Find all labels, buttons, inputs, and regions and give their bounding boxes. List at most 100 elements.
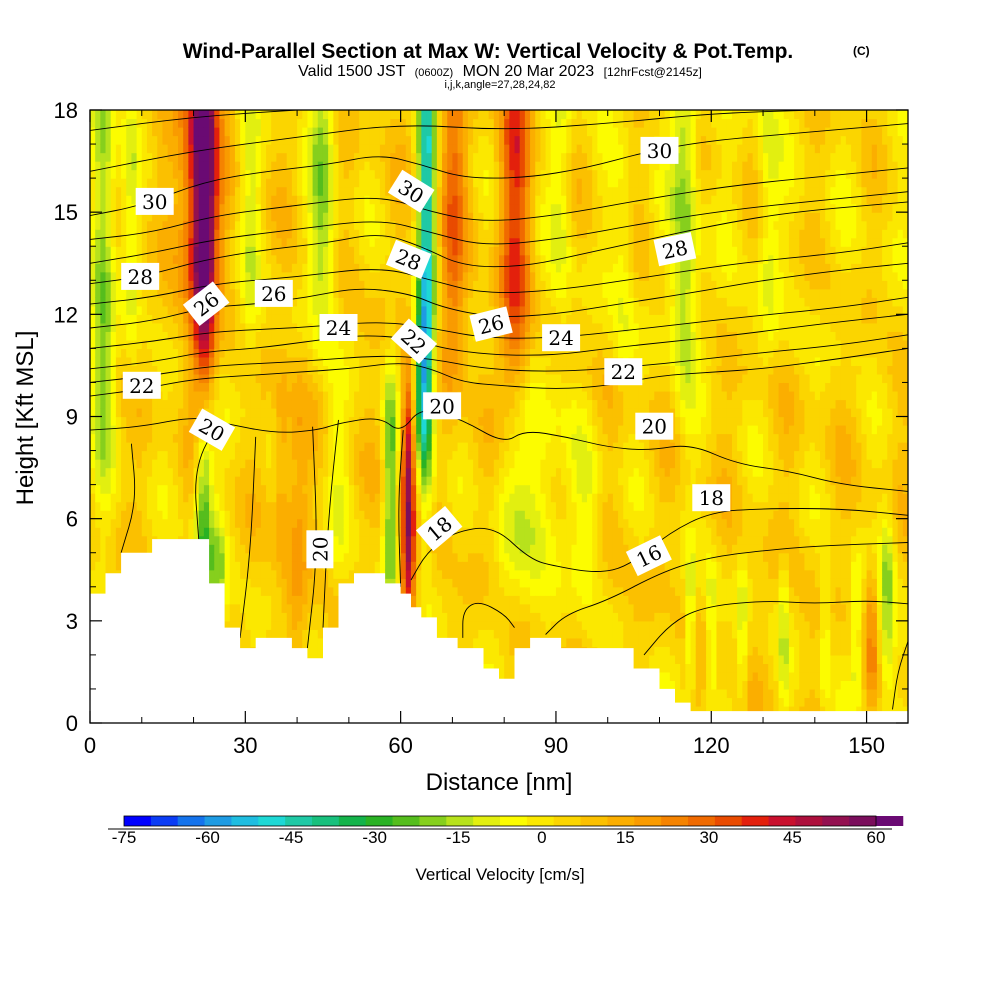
vertical-velocity-cell xyxy=(240,501,246,511)
vertical-velocity-cell xyxy=(348,135,355,145)
vertical-velocity-cell xyxy=(322,450,329,460)
vertical-velocity-cell xyxy=(209,161,215,171)
vertical-velocity-cell xyxy=(255,407,262,418)
vertical-velocity-cell xyxy=(436,603,443,613)
vertical-velocity-cell xyxy=(245,246,252,256)
vertical-velocity-cell xyxy=(234,110,241,120)
vertical-velocity-cell xyxy=(379,493,386,503)
vertical-velocity-cell xyxy=(198,118,205,128)
vertical-velocity-cell xyxy=(136,442,143,452)
vertical-velocity-cell xyxy=(354,425,360,435)
vertical-velocity-cell xyxy=(115,322,122,332)
vertical-velocity-cell xyxy=(219,476,226,486)
vertical-velocity-cell xyxy=(167,263,174,273)
vertical-velocity-cell xyxy=(379,288,386,298)
vertical-velocity-cell xyxy=(302,569,309,579)
vertical-velocity-cell xyxy=(390,356,397,367)
vertical-velocity-cell xyxy=(385,442,391,452)
vertical-velocity-cell xyxy=(250,578,257,588)
vertical-velocity-cell xyxy=(95,416,101,426)
vertical-velocity-cell xyxy=(312,382,319,392)
vertical-velocity-cell xyxy=(281,586,288,596)
vertical-velocity-cell xyxy=(379,442,386,452)
vertical-velocity-cell xyxy=(410,561,417,571)
vertical-velocity-cell xyxy=(317,144,324,154)
vertical-velocity-cell xyxy=(343,356,350,367)
vertical-velocity-cell xyxy=(291,365,298,375)
vertical-velocity-cell xyxy=(271,195,277,205)
vertical-velocity-cell xyxy=(379,510,386,520)
vertical-velocity-cell xyxy=(348,212,355,222)
vertical-velocity-cell xyxy=(141,459,148,469)
vertical-velocity-cell xyxy=(364,390,371,401)
vertical-velocity-cell xyxy=(115,442,122,452)
vertical-velocity-cell xyxy=(229,203,236,213)
vertical-velocity-cell xyxy=(240,603,246,613)
vertical-velocity-cell xyxy=(255,484,262,494)
vertical-velocity-cell xyxy=(359,254,365,264)
vertical-velocity-cell xyxy=(141,493,148,503)
vertical-velocity-cell xyxy=(188,476,195,486)
vertical-velocity-cell xyxy=(229,390,236,401)
vertical-velocity-cell xyxy=(297,416,303,426)
vertical-velocity-cell xyxy=(95,254,101,264)
vertical-velocity-cell xyxy=(152,127,158,137)
vertical-velocity-cell xyxy=(178,118,184,128)
vertical-velocity-cell xyxy=(100,127,107,137)
vertical-velocity-cell xyxy=(162,442,169,452)
vertical-velocity-cell xyxy=(157,459,164,469)
vertical-velocity-cell xyxy=(105,382,112,392)
vertical-velocity-cell xyxy=(436,442,443,452)
vertical-velocity-cell xyxy=(364,305,371,315)
vertical-velocity-cell xyxy=(271,416,277,426)
vertical-velocity-cell xyxy=(136,127,143,137)
vertical-velocity-cell xyxy=(359,501,365,511)
vertical-velocity-cell xyxy=(333,263,340,273)
vertical-velocity-cell xyxy=(302,459,309,469)
vertical-velocity-cell xyxy=(172,339,179,349)
vertical-velocity-cell xyxy=(229,450,236,460)
vertical-velocity-cell xyxy=(90,552,96,562)
vertical-velocity-cell xyxy=(286,212,293,222)
vertical-velocity-cell xyxy=(426,484,433,494)
vertical-velocity-cell xyxy=(240,407,246,418)
vertical-velocity-cell xyxy=(348,467,355,477)
vertical-velocity-cell xyxy=(281,569,288,579)
vertical-velocity-cell xyxy=(136,322,143,332)
vertical-velocity-cell xyxy=(136,416,143,426)
vertical-velocity-cell xyxy=(126,399,133,409)
vertical-velocity-cell xyxy=(250,246,257,256)
vertical-velocity-cell xyxy=(291,254,298,264)
vertical-velocity-cell xyxy=(90,433,96,443)
vertical-velocity-cell xyxy=(390,365,397,375)
vertical-velocity-cell xyxy=(121,169,127,179)
vertical-velocity-cell xyxy=(431,110,438,120)
vertical-velocity-cell xyxy=(95,297,101,307)
vertical-velocity-cell xyxy=(240,288,246,298)
vertical-velocity-cell xyxy=(157,442,164,452)
vertical-velocity-cell xyxy=(105,339,112,349)
vertical-velocity-cell xyxy=(333,297,340,307)
vertical-velocity-cell xyxy=(260,271,267,281)
vertical-velocity-cell xyxy=(214,467,221,477)
vertical-velocity-cell xyxy=(229,356,236,367)
vertical-velocity-cell xyxy=(333,561,340,571)
vertical-velocity-cell xyxy=(416,110,422,120)
vertical-velocity-cell xyxy=(203,390,210,401)
vertical-velocity-cell xyxy=(219,237,226,247)
vertical-velocity-cell xyxy=(126,467,133,477)
vertical-velocity-cell xyxy=(390,288,397,298)
vertical-velocity-cell xyxy=(276,339,283,349)
vertical-velocity-cell xyxy=(328,356,334,367)
vertical-velocity-cell xyxy=(328,467,334,477)
vertical-velocity-cell xyxy=(379,246,386,256)
vertical-velocity-cell xyxy=(333,135,340,145)
vertical-velocity-cell xyxy=(110,425,117,435)
vertical-velocity-cell xyxy=(312,297,319,307)
vertical-velocity-cell xyxy=(90,399,96,409)
vertical-velocity-cell xyxy=(229,152,236,162)
vertical-velocity-cell xyxy=(312,348,319,358)
vertical-velocity-cell xyxy=(364,229,371,239)
vertical-velocity-cell xyxy=(364,356,371,367)
vertical-velocity-cell xyxy=(121,144,127,154)
